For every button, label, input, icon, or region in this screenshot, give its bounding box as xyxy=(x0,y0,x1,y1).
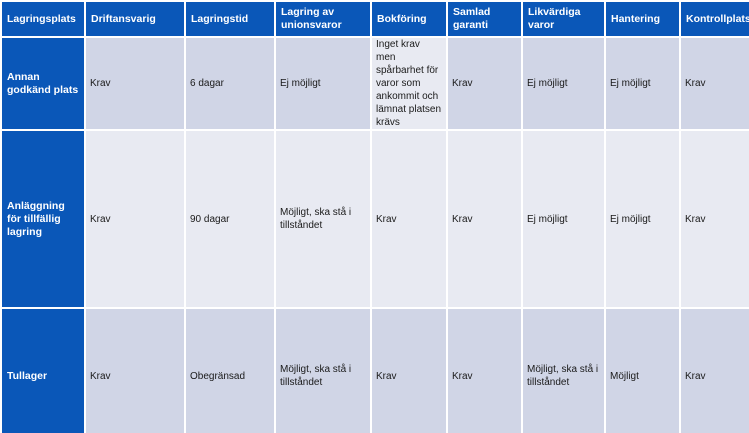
column-header-driftansvarig: Driftansvarig xyxy=(84,0,186,38)
table-cell: Ej möjligt xyxy=(521,36,606,131)
table-cell: Ej möjligt xyxy=(604,129,681,309)
column-header-lagring-av-unionsvaror: Lagring av unionsvaror xyxy=(274,0,372,38)
table-cell: Krav xyxy=(84,307,186,433)
table-cell: Ej möjligt xyxy=(274,36,372,131)
column-header-lagringsplats: Lagringsplats xyxy=(0,0,86,38)
column-header-samlad-garanti: Samlad garanti xyxy=(446,0,523,38)
table-cell: Krav xyxy=(446,307,523,433)
table-cell: Krav xyxy=(370,129,448,309)
row-header: Annan godkänd plats xyxy=(0,36,86,131)
table-cell: Krav xyxy=(679,129,749,309)
table-cell: Möjligt xyxy=(604,307,681,433)
table-cell: Krav xyxy=(370,307,448,433)
table-cell: Krav xyxy=(446,129,523,309)
column-header-likvardiga-varor: Likvärdiga varor xyxy=(521,0,606,38)
table-cell: Möjligt, ska stå i tillståndet xyxy=(274,129,372,309)
row-header: Anläggning för tillfällig lagring xyxy=(0,129,86,309)
column-header-hantering: Hantering xyxy=(604,0,681,38)
row-header: Tullager xyxy=(0,307,86,433)
table-cell: Möjligt, ska stå i tillståndet xyxy=(521,307,606,433)
table-cell: Krav xyxy=(84,36,186,131)
table-cell: 6 dagar xyxy=(184,36,276,131)
table-cell: Ej möjligt xyxy=(604,36,681,131)
table-cell: Inget krav men spårbarhet för varor som … xyxy=(370,36,448,131)
header-row: Lagringsplats Driftansvarig Lagringstid … xyxy=(0,0,749,38)
column-header-bokforing: Bokföring xyxy=(370,0,448,38)
table-row: Tullager Krav Obegränsad Möjligt, ska st… xyxy=(0,307,749,433)
table-cell: Krav xyxy=(446,36,523,131)
table-cell: Obegränsad xyxy=(184,307,276,433)
table-row: Annan godkänd plats Krav 6 dagar Ej möjl… xyxy=(0,36,749,131)
table-cell: Möjligt, ska stå i tillståndet xyxy=(274,307,372,433)
table-cell: Ej möjligt xyxy=(521,129,606,309)
table-cell: Krav xyxy=(84,129,186,309)
table-row: Anläggning för tillfällig lagring Krav 9… xyxy=(0,129,749,309)
table-cell: Krav xyxy=(679,307,749,433)
column-header-kontrollplats: Kontrollplats xyxy=(679,0,749,38)
table-cell: Krav xyxy=(679,36,749,131)
column-header-lagringstid: Lagringstid xyxy=(184,0,276,38)
table-cell: 90 dagar xyxy=(184,129,276,309)
